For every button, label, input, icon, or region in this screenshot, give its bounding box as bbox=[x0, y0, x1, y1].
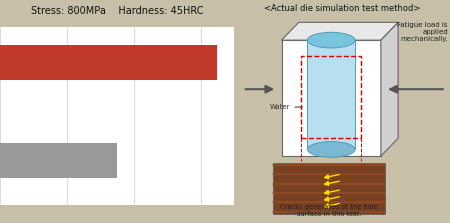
Bar bbox=[0, 45, 217, 80]
Text: Fatigue load is
applied
mechanically.: Fatigue load is applied mechanically. bbox=[397, 22, 448, 42]
Polygon shape bbox=[307, 40, 355, 149]
Polygon shape bbox=[282, 22, 398, 40]
Bar bbox=[0, 27, 234, 205]
Bar bbox=[301, 56, 361, 138]
Bar bbox=[273, 163, 385, 214]
Ellipse shape bbox=[307, 32, 355, 48]
Text: <Actual die simulation test method>: <Actual die simulation test method> bbox=[264, 4, 420, 13]
Polygon shape bbox=[282, 40, 381, 156]
Polygon shape bbox=[381, 22, 398, 156]
Text: Stress: 800MPa    Hardness: 45HRC: Stress: 800MPa Hardness: 45HRC bbox=[31, 6, 203, 16]
Ellipse shape bbox=[307, 142, 355, 157]
Text: Cracks generated at the hole
surface in this test.: Cracks generated at the hole surface in … bbox=[280, 204, 378, 217]
Text: Water: Water bbox=[270, 104, 290, 110]
Bar bbox=[0, 143, 117, 178]
